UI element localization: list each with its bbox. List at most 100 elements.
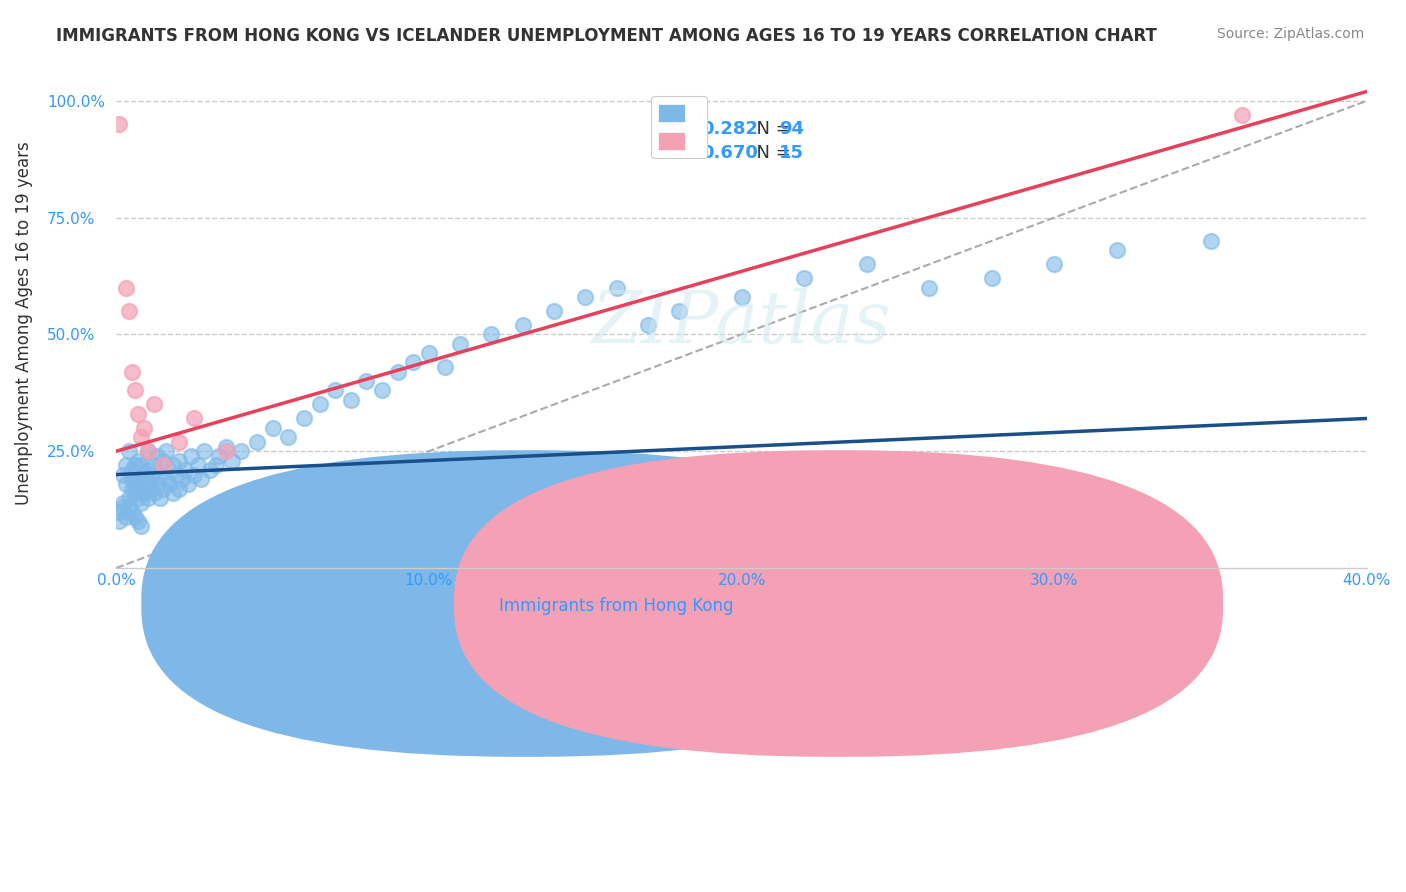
- Point: [159, 476, 181, 491]
- Point: [131, 519, 153, 533]
- Legend: , : ,: [651, 96, 707, 159]
- Point: [111, 467, 134, 482]
- Text: Source: ZipAtlas.com: Source: ZipAtlas.com: [1216, 27, 1364, 41]
- Point: [118, 304, 141, 318]
- Point: [124, 476, 146, 491]
- Point: [356, 374, 378, 388]
- Text: Immigrants from Hong Kong: Immigrants from Hong Kong: [499, 598, 734, 615]
- Point: [292, 411, 315, 425]
- Text: N =: N =: [745, 145, 797, 162]
- Point: [543, 304, 565, 318]
- Point: [855, 257, 877, 271]
- Point: [167, 434, 190, 449]
- Point: [246, 434, 269, 449]
- Point: [730, 290, 752, 304]
- FancyBboxPatch shape: [142, 450, 911, 756]
- Text: R =: R =: [666, 145, 706, 162]
- Y-axis label: Unemployment Among Ages 16 to 19 years: Unemployment Among Ages 16 to 19 years: [15, 141, 32, 505]
- Point: [139, 482, 162, 496]
- Point: [221, 453, 243, 467]
- Point: [121, 472, 143, 486]
- Point: [127, 472, 149, 486]
- Point: [418, 346, 440, 360]
- Point: [1105, 244, 1128, 258]
- Point: [167, 453, 190, 467]
- Point: [142, 397, 165, 411]
- Point: [262, 421, 284, 435]
- Point: [308, 397, 330, 411]
- Point: [118, 444, 141, 458]
- Point: [190, 472, 212, 486]
- Point: [152, 482, 174, 496]
- Point: [605, 280, 627, 294]
- Text: IMMIGRANTS FROM HONG KONG VS ICELANDER UNEMPLOYMENT AMONG AGES 16 TO 19 YEARS CO: IMMIGRANTS FROM HONG KONG VS ICELANDER U…: [56, 27, 1157, 45]
- Point: [121, 365, 143, 379]
- Point: [165, 467, 187, 482]
- Text: R =: R =: [666, 120, 706, 138]
- Point: [340, 392, 363, 407]
- Point: [111, 495, 134, 509]
- Point: [142, 486, 165, 500]
- Text: 15: 15: [779, 145, 804, 162]
- Point: [146, 449, 169, 463]
- Point: [183, 467, 205, 482]
- Point: [149, 491, 172, 505]
- Point: [215, 440, 238, 454]
- Text: ZIPatlas: ZIPatlas: [592, 287, 891, 358]
- Point: [131, 430, 153, 444]
- Point: [127, 453, 149, 467]
- Point: [111, 500, 134, 515]
- Point: [162, 486, 184, 500]
- Text: 94: 94: [779, 120, 804, 138]
- Point: [187, 458, 209, 473]
- Point: [136, 444, 159, 458]
- Text: 0.282: 0.282: [702, 120, 759, 138]
- Point: [481, 327, 503, 342]
- Point: [387, 365, 409, 379]
- Point: [131, 495, 153, 509]
- Point: [121, 463, 143, 477]
- Point: [918, 280, 941, 294]
- Point: [205, 458, 228, 473]
- Point: [114, 280, 136, 294]
- Point: [174, 463, 197, 477]
- Point: [152, 458, 174, 473]
- Point: [152, 453, 174, 467]
- Text: Icelanders: Icelanders: [886, 598, 972, 615]
- Point: [136, 463, 159, 477]
- Point: [136, 444, 159, 458]
- FancyBboxPatch shape: [454, 450, 1223, 756]
- Point: [1043, 257, 1066, 271]
- Point: [167, 482, 190, 496]
- Point: [155, 472, 177, 486]
- Point: [127, 514, 149, 528]
- Point: [980, 271, 1002, 285]
- Point: [402, 355, 425, 369]
- Point: [114, 509, 136, 524]
- Point: [215, 444, 238, 458]
- Point: [127, 491, 149, 505]
- Point: [134, 421, 156, 435]
- Point: [668, 304, 690, 318]
- Point: [637, 318, 659, 332]
- Point: [155, 444, 177, 458]
- Point: [177, 476, 200, 491]
- Point: [124, 486, 146, 500]
- Point: [180, 449, 202, 463]
- Point: [574, 290, 596, 304]
- Point: [323, 384, 346, 398]
- Point: [162, 458, 184, 473]
- Point: [149, 467, 172, 482]
- Point: [127, 407, 149, 421]
- Point: [449, 336, 471, 351]
- Point: [183, 411, 205, 425]
- Point: [139, 467, 162, 482]
- Point: [114, 458, 136, 473]
- Point: [1199, 234, 1222, 248]
- Point: [170, 472, 193, 486]
- Point: [131, 458, 153, 473]
- Point: [108, 505, 131, 519]
- Point: [108, 117, 131, 131]
- Point: [118, 500, 141, 515]
- Point: [136, 476, 159, 491]
